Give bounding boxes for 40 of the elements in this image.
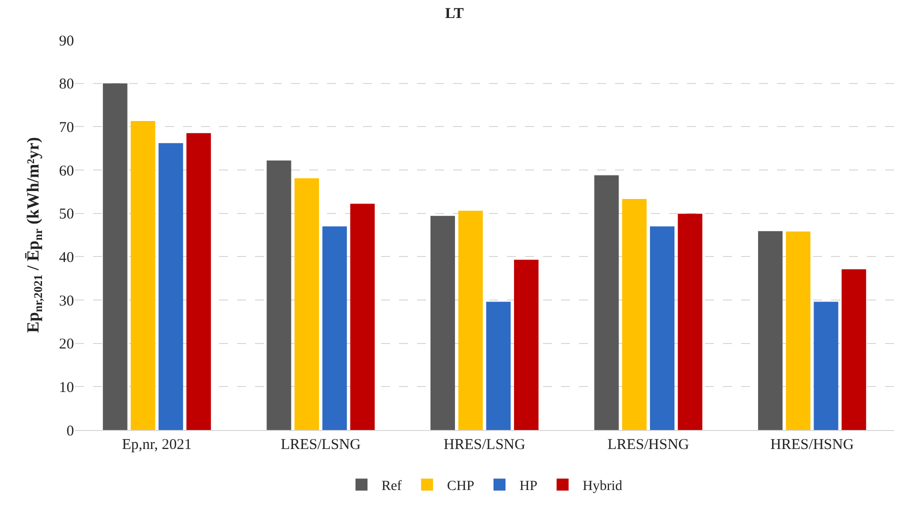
bar (786, 232, 810, 430)
y-tick-label: 90 (59, 33, 74, 50)
bar (650, 226, 674, 430)
bar (158, 143, 184, 430)
x-tick-label: LRES/LSNG (280, 437, 361, 453)
legend-label: Ref (382, 479, 402, 494)
bar (678, 214, 702, 430)
y-tick-label: 10 (59, 380, 74, 396)
x-tick-label: LRES/HSNG (607, 437, 690, 453)
bar (102, 83, 128, 430)
x-tick-label: Ep,nr, 2021 (122, 437, 192, 453)
bar (842, 269, 866, 430)
bar (350, 204, 375, 430)
bar (814, 302, 838, 430)
y-tick-label: 0 (66, 423, 74, 440)
bar (758, 231, 783, 430)
y-tick-label: 80 (59, 76, 74, 93)
bar (186, 133, 211, 430)
y-tick-label: 30 (59, 293, 74, 310)
bar (458, 210, 483, 430)
bar (266, 160, 292, 430)
y-tick-label: 60 (59, 163, 74, 180)
bar (294, 178, 320, 430)
y-tick-label: 40 (59, 250, 74, 266)
bar (322, 226, 347, 430)
y-tick-label: 20 (59, 336, 74, 353)
legend-label: Hybrid (582, 479, 622, 494)
x-tick-label: HRES/LSNG (444, 437, 526, 453)
legend-label: CHP (447, 479, 474, 494)
bar (130, 121, 156, 430)
bar (430, 216, 455, 430)
bar (486, 302, 511, 430)
x-tick-label: HRES/HSNG (770, 437, 854, 453)
bar (594, 175, 619, 430)
legend-label: HP (520, 479, 538, 494)
y-tick-label: 70 (59, 120, 74, 136)
bar (622, 199, 647, 430)
bar (514, 260, 539, 430)
chart-title: LT (445, 6, 464, 22)
y-tick-label: 50 (59, 206, 74, 223)
